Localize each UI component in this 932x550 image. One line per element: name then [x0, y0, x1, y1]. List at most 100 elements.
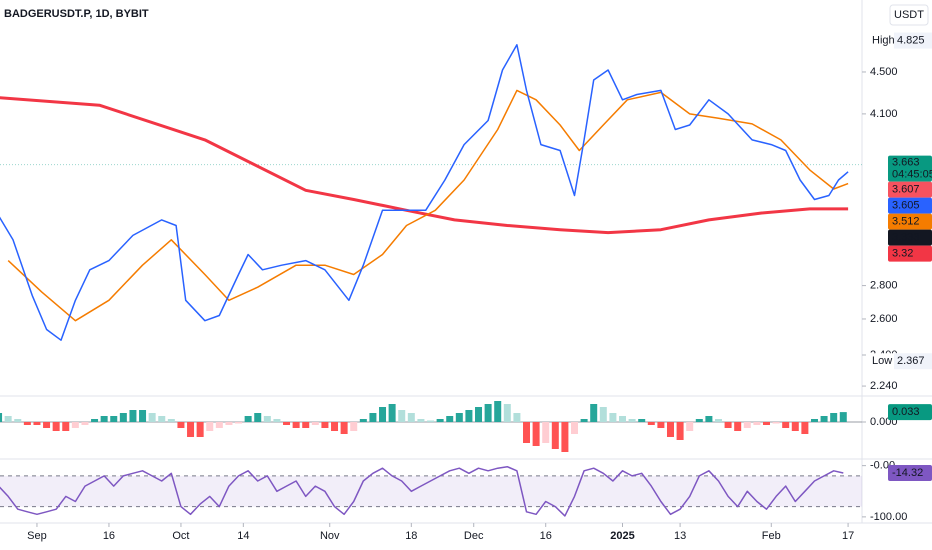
- histogram-bar: [81, 422, 89, 425]
- histogram-bar: [810, 419, 818, 422]
- histogram-bar: [350, 422, 358, 431]
- histogram-bar: [705, 416, 713, 422]
- x-tick-label: 18: [405, 530, 417, 542]
- histogram-bar: [782, 422, 790, 428]
- histogram-bar: [839, 412, 847, 422]
- histogram-bar: [388, 404, 396, 422]
- histogram-bar: [638, 419, 646, 422]
- histogram-bar: [177, 422, 185, 428]
- histogram-bar: [379, 407, 387, 422]
- currency[interactable]: USDT: [894, 9, 924, 21]
- high-value: 4.825: [897, 34, 925, 46]
- histogram-bar: [724, 422, 732, 428]
- histogram-bar: [647, 422, 655, 425]
- high-label: High: [872, 34, 895, 46]
- histogram-bar: [119, 413, 127, 422]
- histogram-bar: [609, 413, 617, 422]
- value-box: [888, 404, 932, 421]
- histogram-bar: [215, 422, 223, 428]
- histogram-bar: [148, 413, 156, 422]
- high-box: [894, 32, 932, 49]
- price-label-box: [888, 197, 932, 214]
- x-tick-label: 16: [540, 530, 552, 542]
- y-tick-label: -100.00: [870, 511, 907, 523]
- histogram-bar: [369, 413, 377, 422]
- histogram-bar: [676, 422, 684, 440]
- histogram-bar: [71, 422, 79, 428]
- y-tick-label: 4.100: [870, 108, 898, 120]
- x-tick-label: 2025: [610, 530, 634, 542]
- histogram-bar: [398, 410, 406, 422]
- value-label: -14.32: [892, 467, 923, 479]
- histogram-bar: [532, 422, 540, 446]
- histogram-bar: [513, 413, 521, 422]
- x-tick-label: Oct: [172, 530, 189, 542]
- histogram-bar: [283, 422, 291, 425]
- histogram-bar: [628, 419, 636, 422]
- price-label: 3.605: [892, 200, 920, 212]
- histogram-bar: [686, 422, 694, 431]
- price-label: 3.32: [892, 248, 913, 260]
- x-tick-label: Feb: [762, 530, 781, 542]
- low-box: [894, 353, 932, 370]
- histogram-bar: [599, 407, 607, 422]
- histogram-bar: [820, 416, 828, 422]
- histogram-bar: [734, 422, 742, 431]
- histogram-bar: [666, 422, 674, 437]
- histogram-bar: [158, 416, 166, 422]
- y-tick-label: 4.500: [870, 66, 898, 78]
- x-tick-label: Sep: [27, 530, 47, 542]
- price-label-box: [888, 181, 932, 198]
- histogram-bar: [753, 422, 761, 425]
- histogram-bar: [0, 413, 3, 422]
- histogram-bar: [187, 422, 195, 437]
- histogram-bar: [590, 404, 598, 422]
- histogram-bar: [494, 401, 502, 422]
- histogram-bar: [465, 410, 473, 422]
- histogram-bar: [801, 422, 809, 434]
- histogram-bar: [743, 422, 751, 428]
- value-label: 0.033: [892, 406, 920, 418]
- histogram-bar: [455, 413, 463, 422]
- histogram-bar: [311, 422, 319, 425]
- y-tick-label: 2.240: [870, 380, 898, 392]
- histogram-bar: [62, 422, 70, 431]
- x-tick-label: Dec: [464, 530, 484, 542]
- chart-title: BADGERUSDT.P, 1D, BYBIT: [4, 8, 149, 20]
- histogram-bar: [4, 416, 12, 422]
- series-line: [0, 44, 849, 341]
- histogram-bar: [580, 419, 588, 422]
- price-label: 3.512: [892, 216, 920, 228]
- histogram-bar: [225, 422, 233, 425]
- histogram-bar: [139, 410, 147, 422]
- histogram-bar: [446, 416, 454, 422]
- x-tick-label: 14: [237, 530, 249, 542]
- histogram-bar: [619, 416, 627, 422]
- histogram-bar: [331, 422, 339, 431]
- histogram-bar: [23, 422, 31, 425]
- histogram-bar: [695, 419, 703, 422]
- histogram-bar: [302, 422, 310, 428]
- histogram-bar: [427, 420, 435, 422]
- y-tick-label: 2.800: [870, 280, 898, 292]
- histogram-bar: [503, 404, 511, 422]
- series-line: [0, 96, 849, 235]
- histogram-bar: [244, 416, 252, 422]
- histogram-bar: [14, 419, 22, 422]
- histogram-bar: [542, 422, 550, 443]
- histogram-bar: [167, 419, 175, 422]
- value-box: [888, 464, 932, 481]
- histogram-bar: [714, 419, 722, 422]
- histogram-bar: [417, 419, 425, 422]
- histogram-bar: [273, 419, 281, 422]
- price-label-box: [888, 213, 932, 230]
- histogram-bar: [571, 422, 579, 434]
- histogram-bar: [475, 407, 483, 422]
- histogram-bar: [263, 416, 271, 422]
- price-label: 3.607: [892, 184, 920, 196]
- histogram-bar: [206, 422, 214, 431]
- histogram-bar: [657, 422, 665, 428]
- currency-button[interactable]: [889, 4, 929, 26]
